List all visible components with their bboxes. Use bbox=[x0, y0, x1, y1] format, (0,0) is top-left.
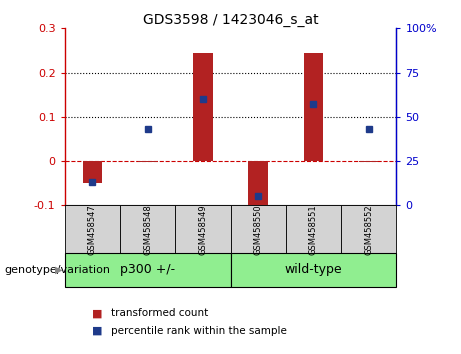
Text: ■: ■ bbox=[92, 326, 103, 336]
Text: ▶: ▶ bbox=[55, 265, 62, 275]
Bar bbox=[193, 53, 213, 161]
Text: percentile rank within the sample: percentile rank within the sample bbox=[111, 326, 287, 336]
Text: GSM458547: GSM458547 bbox=[88, 204, 97, 255]
Text: wild-type: wild-type bbox=[284, 263, 342, 276]
Text: GSM458552: GSM458552 bbox=[364, 204, 373, 255]
Bar bbox=[248, 161, 268, 216]
Bar bbox=[83, 161, 102, 183]
Text: ■: ■ bbox=[92, 308, 103, 318]
Bar bbox=[138, 161, 157, 162]
Text: GSM458551: GSM458551 bbox=[309, 204, 318, 255]
Bar bbox=[359, 161, 378, 162]
Text: GSM458549: GSM458549 bbox=[198, 204, 207, 255]
Text: genotype/variation: genotype/variation bbox=[5, 265, 111, 275]
Title: GDS3598 / 1423046_s_at: GDS3598 / 1423046_s_at bbox=[143, 13, 318, 27]
Text: GSM458548: GSM458548 bbox=[143, 204, 152, 255]
Bar bbox=[304, 53, 323, 161]
Text: p300 +/-: p300 +/- bbox=[120, 263, 175, 276]
Text: GSM458550: GSM458550 bbox=[254, 204, 263, 255]
Text: transformed count: transformed count bbox=[111, 308, 208, 318]
